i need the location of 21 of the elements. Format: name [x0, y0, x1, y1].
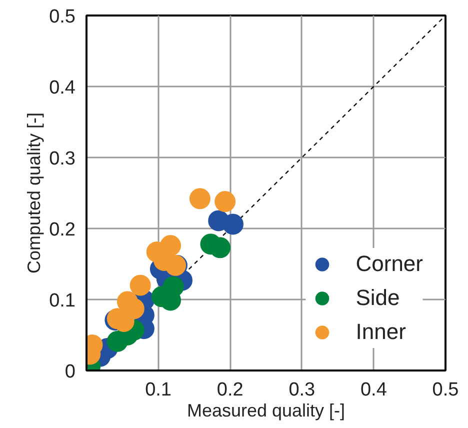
y-tick-label: 0.2	[49, 220, 76, 240]
legend-label: Side	[356, 285, 400, 311]
y-tick-label: 0.3	[49, 148, 76, 170]
x-tick-label: 0.5	[432, 380, 459, 400]
x-tick-label: 0.3	[288, 380, 316, 400]
point	[222, 214, 244, 235]
legend-label: Inner	[356, 319, 406, 345]
y-tick-label: 0	[64, 362, 76, 382]
y-tick-label: 0.1	[49, 290, 76, 312]
x-tick-label: 0.1	[145, 380, 172, 400]
y-tick-label: 0.5	[49, 6, 76, 28]
point	[162, 276, 184, 298]
y-tick-label: 0.4	[49, 78, 76, 98]
point	[214, 191, 236, 212]
x-tick-label: 0.2	[216, 380, 244, 400]
y-axis-title: Computed quality [-]	[24, 112, 44, 274]
x-tick-label: 0.4	[360, 380, 388, 400]
x-axis-title: Measured quality [-]	[186, 400, 346, 420]
legend-label: Corner	[356, 251, 423, 277]
point	[189, 188, 210, 210]
point	[130, 274, 151, 296]
